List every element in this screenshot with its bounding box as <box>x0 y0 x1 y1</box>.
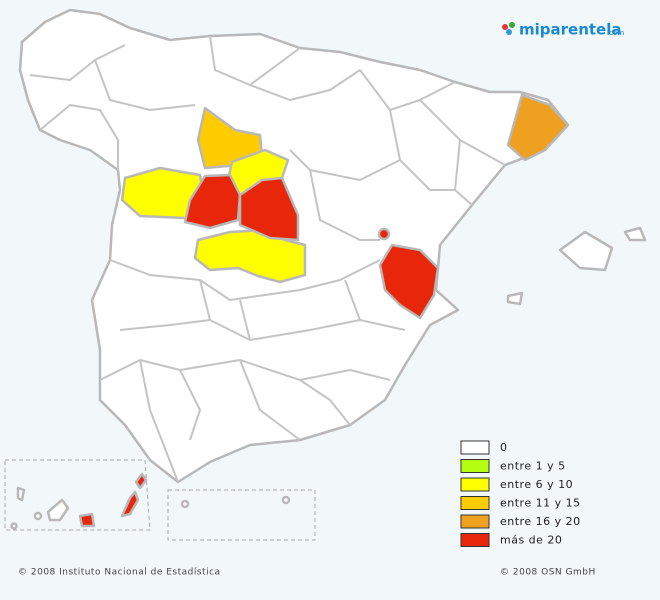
province <box>506 93 570 162</box>
inset-frame <box>4 459 151 531</box>
logo-icon <box>506 29 512 35</box>
province <box>377 227 391 241</box>
legend-swatch <box>460 440 490 455</box>
island <box>78 512 96 528</box>
island <box>120 490 140 518</box>
legend-label: más de 20 <box>500 534 562 547</box>
legend-swatch <box>460 514 490 529</box>
island <box>134 472 148 490</box>
legend-label: 0 <box>500 441 508 454</box>
island <box>506 291 524 306</box>
legend-label: entre 16 y 20 <box>500 515 581 528</box>
legend-label: entre 6 y 10 <box>500 478 573 491</box>
inset-frame <box>167 489 316 541</box>
legend-swatch <box>460 477 490 492</box>
province <box>183 173 242 230</box>
legend-swatch <box>460 496 490 510</box>
island <box>16 486 26 502</box>
island <box>558 230 614 272</box>
legend-swatch <box>460 533 490 547</box>
island <box>46 498 70 522</box>
logo-icon <box>509 22 515 28</box>
copyright-note: © 2008 OSN GmbH <box>500 568 596 578</box>
legend: 0 entre 1 y 5 entre 6 y 10 entre 11 y 15 ent… <box>460 440 581 547</box>
island <box>33 511 43 521</box>
territory <box>281 495 291 505</box>
source-note: © 2008 Instituto Nacional de Estadística <box>18 568 221 578</box>
island <box>623 226 647 242</box>
legend-label: entre 11 y 15 <box>500 497 581 510</box>
province <box>238 176 300 242</box>
legend-label: entre 1 y 5 <box>500 460 566 473</box>
logo: miparentela .com <box>502 21 624 39</box>
logo-name: miparentela <box>519 21 622 39</box>
legend-swatch <box>460 459 490 473</box>
logo-suffix: .com <box>607 29 624 37</box>
island <box>10 522 18 530</box>
province <box>378 243 440 320</box>
territory <box>180 499 190 509</box>
logo-icon <box>502 24 508 30</box>
